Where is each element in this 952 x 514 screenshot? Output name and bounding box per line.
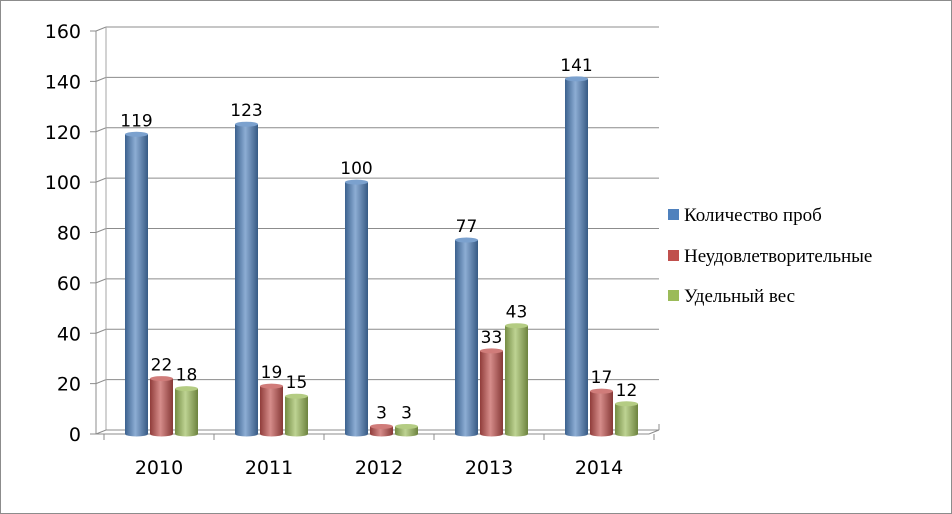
bar-body	[370, 426, 393, 437]
bar	[370, 423, 393, 437]
grid-line-diag	[95, 228, 107, 233]
data-label: 77	[456, 217, 478, 237]
bar-body	[285, 396, 308, 437]
bar-body	[235, 124, 258, 437]
bar-body	[150, 378, 173, 437]
bar	[285, 393, 308, 437]
bar-body	[125, 134, 148, 437]
bar	[480, 348, 503, 437]
bar-body	[260, 386, 283, 437]
bar-body	[345, 182, 368, 437]
bar	[175, 386, 198, 437]
bar-top	[455, 237, 478, 243]
bar-top	[565, 76, 588, 82]
legend-item: Количество проб	[668, 205, 822, 226]
bars	[125, 76, 638, 437]
bar	[455, 237, 478, 437]
bar	[235, 121, 258, 437]
bar-top	[175, 386, 198, 392]
bar-top	[505, 323, 528, 329]
grid-line-diag	[95, 127, 107, 133]
data-label: 33	[481, 328, 503, 348]
bar	[150, 376, 173, 437]
x-tick-label: 2011	[245, 457, 293, 479]
data-label: 22	[151, 356, 173, 376]
y-axis-ticks: 0 20 40 60 80 100 120 140 160	[45, 21, 96, 446]
data-label: 18	[176, 366, 198, 386]
bar	[395, 423, 418, 437]
bar-body	[480, 350, 503, 437]
bar	[565, 76, 588, 437]
y-tick-label: 60	[57, 273, 81, 295]
bar-body	[395, 426, 418, 437]
data-label: 3	[376, 403, 387, 423]
x-tick-label: 2014	[575, 457, 623, 479]
bar-top	[370, 423, 393, 429]
y-tick-label: 0	[69, 424, 81, 446]
x-tick-label: 2012	[355, 457, 403, 479]
data-label: 19	[261, 363, 283, 383]
bar	[615, 401, 638, 437]
grid-line-diag	[95, 328, 107, 334]
bar-top	[345, 179, 368, 185]
x-tick-label: 2013	[465, 457, 513, 479]
legend-item: Неудовлетворительные	[668, 246, 872, 267]
bar	[260, 383, 283, 437]
y-tick-label: 80	[57, 223, 81, 245]
bar-top	[125, 131, 148, 137]
legend-swatch	[668, 250, 679, 261]
data-label: 43	[506, 303, 528, 323]
bar-body	[565, 78, 588, 437]
bar-top	[150, 376, 173, 382]
bar-body	[505, 325, 528, 437]
legend-item: Удельный вес	[668, 286, 795, 307]
bar	[590, 388, 613, 437]
data-label: 123	[230, 101, 262, 121]
data-label: 100	[340, 159, 372, 179]
legend-label: Количество проб	[684, 205, 822, 226]
bar-body	[175, 388, 198, 437]
legend-label: Удельный вес	[684, 286, 795, 307]
grid-line-diag	[95, 379, 107, 385]
bar-top	[615, 401, 638, 407]
bar-top	[590, 388, 613, 394]
bar	[125, 131, 148, 437]
legend-label: Неудовлетворительные	[684, 246, 872, 267]
grid-line-diag	[95, 76, 107, 82]
bar-body	[455, 240, 478, 437]
y-tick-label: 160	[45, 21, 81, 43]
data-label: 17	[591, 368, 613, 388]
grid-line-diag	[95, 278, 107, 284]
data-label: 119	[120, 111, 152, 131]
bar-body	[590, 391, 613, 437]
data-label: 12	[616, 381, 638, 401]
data-label: 141	[560, 56, 592, 76]
bar-top	[235, 121, 258, 127]
data-label: 3	[401, 403, 412, 423]
x-tick-label: 2010	[135, 457, 183, 479]
bar-top	[480, 348, 503, 354]
x-axis-ticks: 2010 2011 2012 2013 2014	[103, 434, 655, 479]
legend: Количество проб Неудовлетворительные Удель…	[668, 205, 872, 307]
y-tick-label: 20	[57, 374, 81, 396]
bar	[345, 179, 368, 437]
bar-top	[395, 423, 418, 429]
y-tick-label: 140	[45, 71, 81, 93]
y-tick-label: 40	[57, 323, 81, 345]
grid-line-diag	[95, 177, 107, 183]
bar-top	[285, 393, 308, 399]
grid-line-diag	[95, 26, 107, 32]
bar-body	[615, 403, 638, 437]
y-tick-label: 100	[45, 172, 81, 194]
legend-swatch	[668, 209, 679, 220]
data-label: 15	[286, 373, 308, 393]
bar-top	[260, 383, 283, 389]
bar	[505, 323, 528, 437]
legend-swatch	[668, 290, 679, 301]
y-tick-label: 120	[45, 122, 81, 144]
